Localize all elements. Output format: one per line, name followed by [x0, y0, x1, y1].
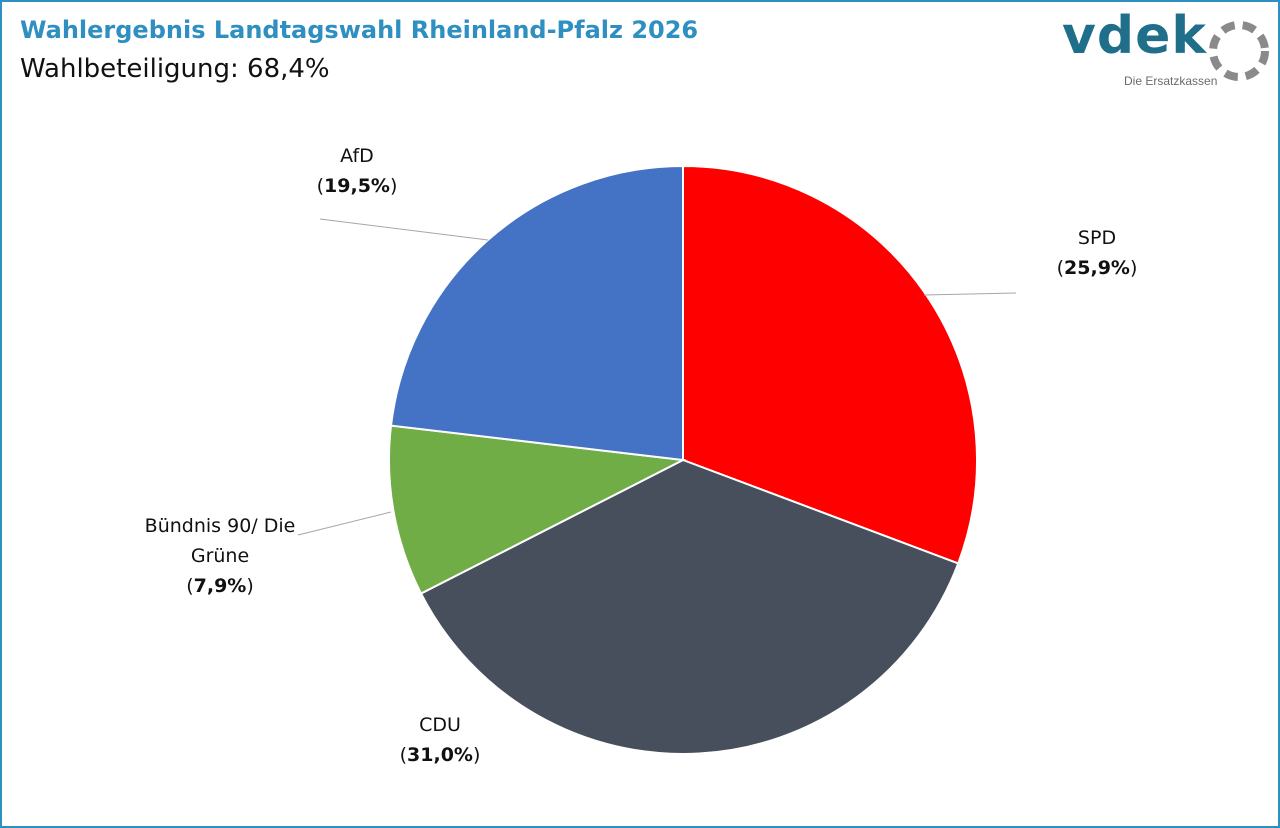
slice-label-spd: SPD [1078, 227, 1116, 249]
logo-tagline: Die Ersatzkassen [1124, 74, 1218, 88]
vdek-logo: vdek Die Ersatzkassen [1058, 6, 1278, 92]
slice-label-b-ndnis-90-die-gr-ne: Bündnis 90/ Die [145, 515, 296, 537]
chart-title: Wahlergebnis Landtagswahl Rheinland-Pfal… [20, 16, 699, 44]
chart-subtitle: Wahlbeteiligung: 68,4% [20, 54, 330, 84]
slice-value-spd: (25,9%) [1057, 257, 1138, 279]
leader-line-b-ndnis-90-die-gr-ne [297, 511, 392, 536]
leader-line-spd [923, 292, 1017, 296]
leader-line-afd [319, 218, 489, 241]
pie-slice-cdu [419, 458, 960, 755]
slice-label-b-ndnis-90-die-gr-ne-line2: Grüne [191, 545, 249, 567]
slice-label-cdu: CDU [419, 714, 461, 736]
pie-slice-spd [682, 164, 978, 565]
slice-value-afd: (19,5%) [317, 175, 398, 197]
slice-value-cdu: (31,0%) [400, 744, 481, 766]
slice-value-b-ndnis-90-die-gr-ne: (7,9%) [186, 575, 254, 597]
pie-slice-b-ndnis-90-die-gr-ne [388, 424, 687, 595]
logo-wordmark: vdek [1062, 6, 1207, 66]
slice-label-afd: AfD [340, 145, 374, 167]
pie-slice-afd [389, 164, 684, 462]
vdek-ring-icon [1209, 21, 1269, 81]
